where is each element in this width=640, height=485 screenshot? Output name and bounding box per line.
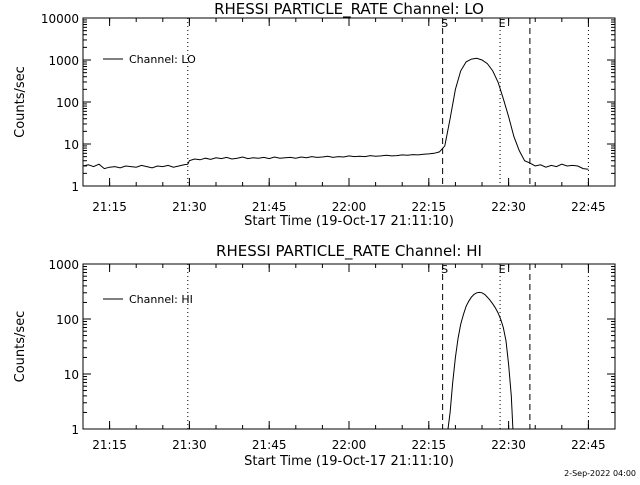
footer-timestamp: 2-Sep-2022 04:00: [564, 469, 636, 478]
x-tick-label: 22:30: [491, 200, 526, 214]
legend-entry: Channel: HI: [129, 293, 193, 306]
y-axis-label: Counts/sec: [13, 311, 28, 383]
time-marker-label: E: [499, 263, 506, 276]
chart-panel-1: RHESSI PARTICLE_RATE Channel: LO Start Ti…: [13, 0, 616, 229]
legend-entry: Channel: LO: [129, 53, 196, 66]
x-tick-label: 21:45: [252, 438, 287, 452]
plot-frame: [82, 17, 616, 187]
x-tick-label: 21:30: [172, 200, 207, 214]
x-axis-label: Start Time (19-Oct-17 21:11:10): [244, 214, 454, 229]
time-marker-label: E: [499, 17, 506, 30]
y-tick-label: 10: [64, 138, 79, 152]
series-line: [82, 57, 589, 170]
x-tick-label: 22:30: [491, 438, 526, 452]
x-tick-label: 22:00: [332, 438, 367, 452]
y-tick-label: 100: [56, 96, 79, 110]
x-axis-label: Start Time (19-Oct-17 21:11:10): [244, 454, 454, 469]
plot-frame: [82, 263, 616, 430]
y-tick-label: 10000: [41, 12, 79, 26]
x-tick-label: 22:00: [332, 200, 367, 214]
time-marker-label: S: [441, 17, 448, 30]
chart-title: RHESSI PARTICLE_RATE Channel: HI: [216, 242, 482, 261]
chart-panel-2: RHESSI PARTICLE_RATE Channel: HI Start Ti…: [13, 242, 616, 469]
y-tick-label: 100: [56, 313, 79, 327]
y-tick-label: 1: [71, 423, 79, 437]
x-tick-label: 22:15: [412, 200, 447, 214]
y-tick-label: 1000: [48, 54, 79, 68]
y-tick-label: 1: [71, 180, 79, 194]
y-axis-label: Counts/sec: [13, 66, 28, 138]
x-tick-label: 21:15: [92, 438, 127, 452]
y-tick-label: 1000: [48, 258, 79, 272]
series-line: [447, 291, 514, 430]
y-tick-label: 10: [64, 368, 79, 382]
x-tick-label: 22:45: [571, 438, 606, 452]
x-tick-label: 21:30: [172, 438, 207, 452]
x-tick-label: 22:45: [571, 200, 606, 214]
x-tick-label: 22:15: [412, 438, 447, 452]
x-tick-label: 21:45: [252, 200, 287, 214]
time-marker-label: S: [441, 263, 448, 276]
x-tick-label: 21:15: [92, 200, 127, 214]
chart-title: RHESSI PARTICLE_RATE Channel: LO: [214, 0, 484, 19]
